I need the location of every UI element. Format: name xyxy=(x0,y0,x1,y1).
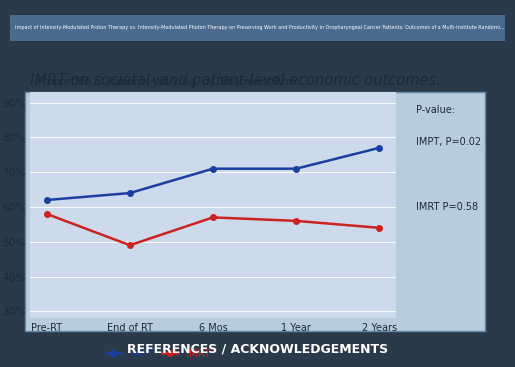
IMRT xyxy=(376,226,383,230)
IMPT xyxy=(127,191,133,195)
IMRT xyxy=(210,215,216,219)
IMRT xyxy=(293,219,299,223)
Text: REFERENCES / ACKNOWLEDGEMENTS: REFERENCES / ACKNOWLEDGEMENTS xyxy=(127,342,388,355)
IMPT xyxy=(44,198,50,202)
IMRT xyxy=(44,212,50,216)
IMPT xyxy=(293,167,299,171)
FancyBboxPatch shape xyxy=(25,92,485,331)
IMRT xyxy=(127,243,133,247)
Text: IMPT, P=0.02: IMPT, P=0.02 xyxy=(416,137,481,148)
Text: P-value:: P-value: xyxy=(416,105,455,115)
IMPT xyxy=(210,167,216,171)
IMPT xyxy=(376,146,383,150)
Legend: IMPT, IMRT: IMPT, IMRT xyxy=(101,345,215,363)
FancyBboxPatch shape xyxy=(10,15,505,40)
Text: Proportion of Patients Working, by Treatment Arm: Proportion of Patients Working, by Treat… xyxy=(38,77,297,87)
Text: IMRT on societal- and patient-level economic outcomes.: IMRT on societal- and patient-level econ… xyxy=(30,73,441,88)
Text: Impact of Intensity-Modulated Proton Therapy vs. Intensity-Modulated Photon Ther: Impact of Intensity-Modulated Proton The… xyxy=(15,25,505,30)
Line: IMPT: IMPT xyxy=(44,145,382,203)
Line: IMRT: IMRT xyxy=(44,211,382,248)
Text: IMRT P=0.58: IMRT P=0.58 xyxy=(416,202,478,212)
